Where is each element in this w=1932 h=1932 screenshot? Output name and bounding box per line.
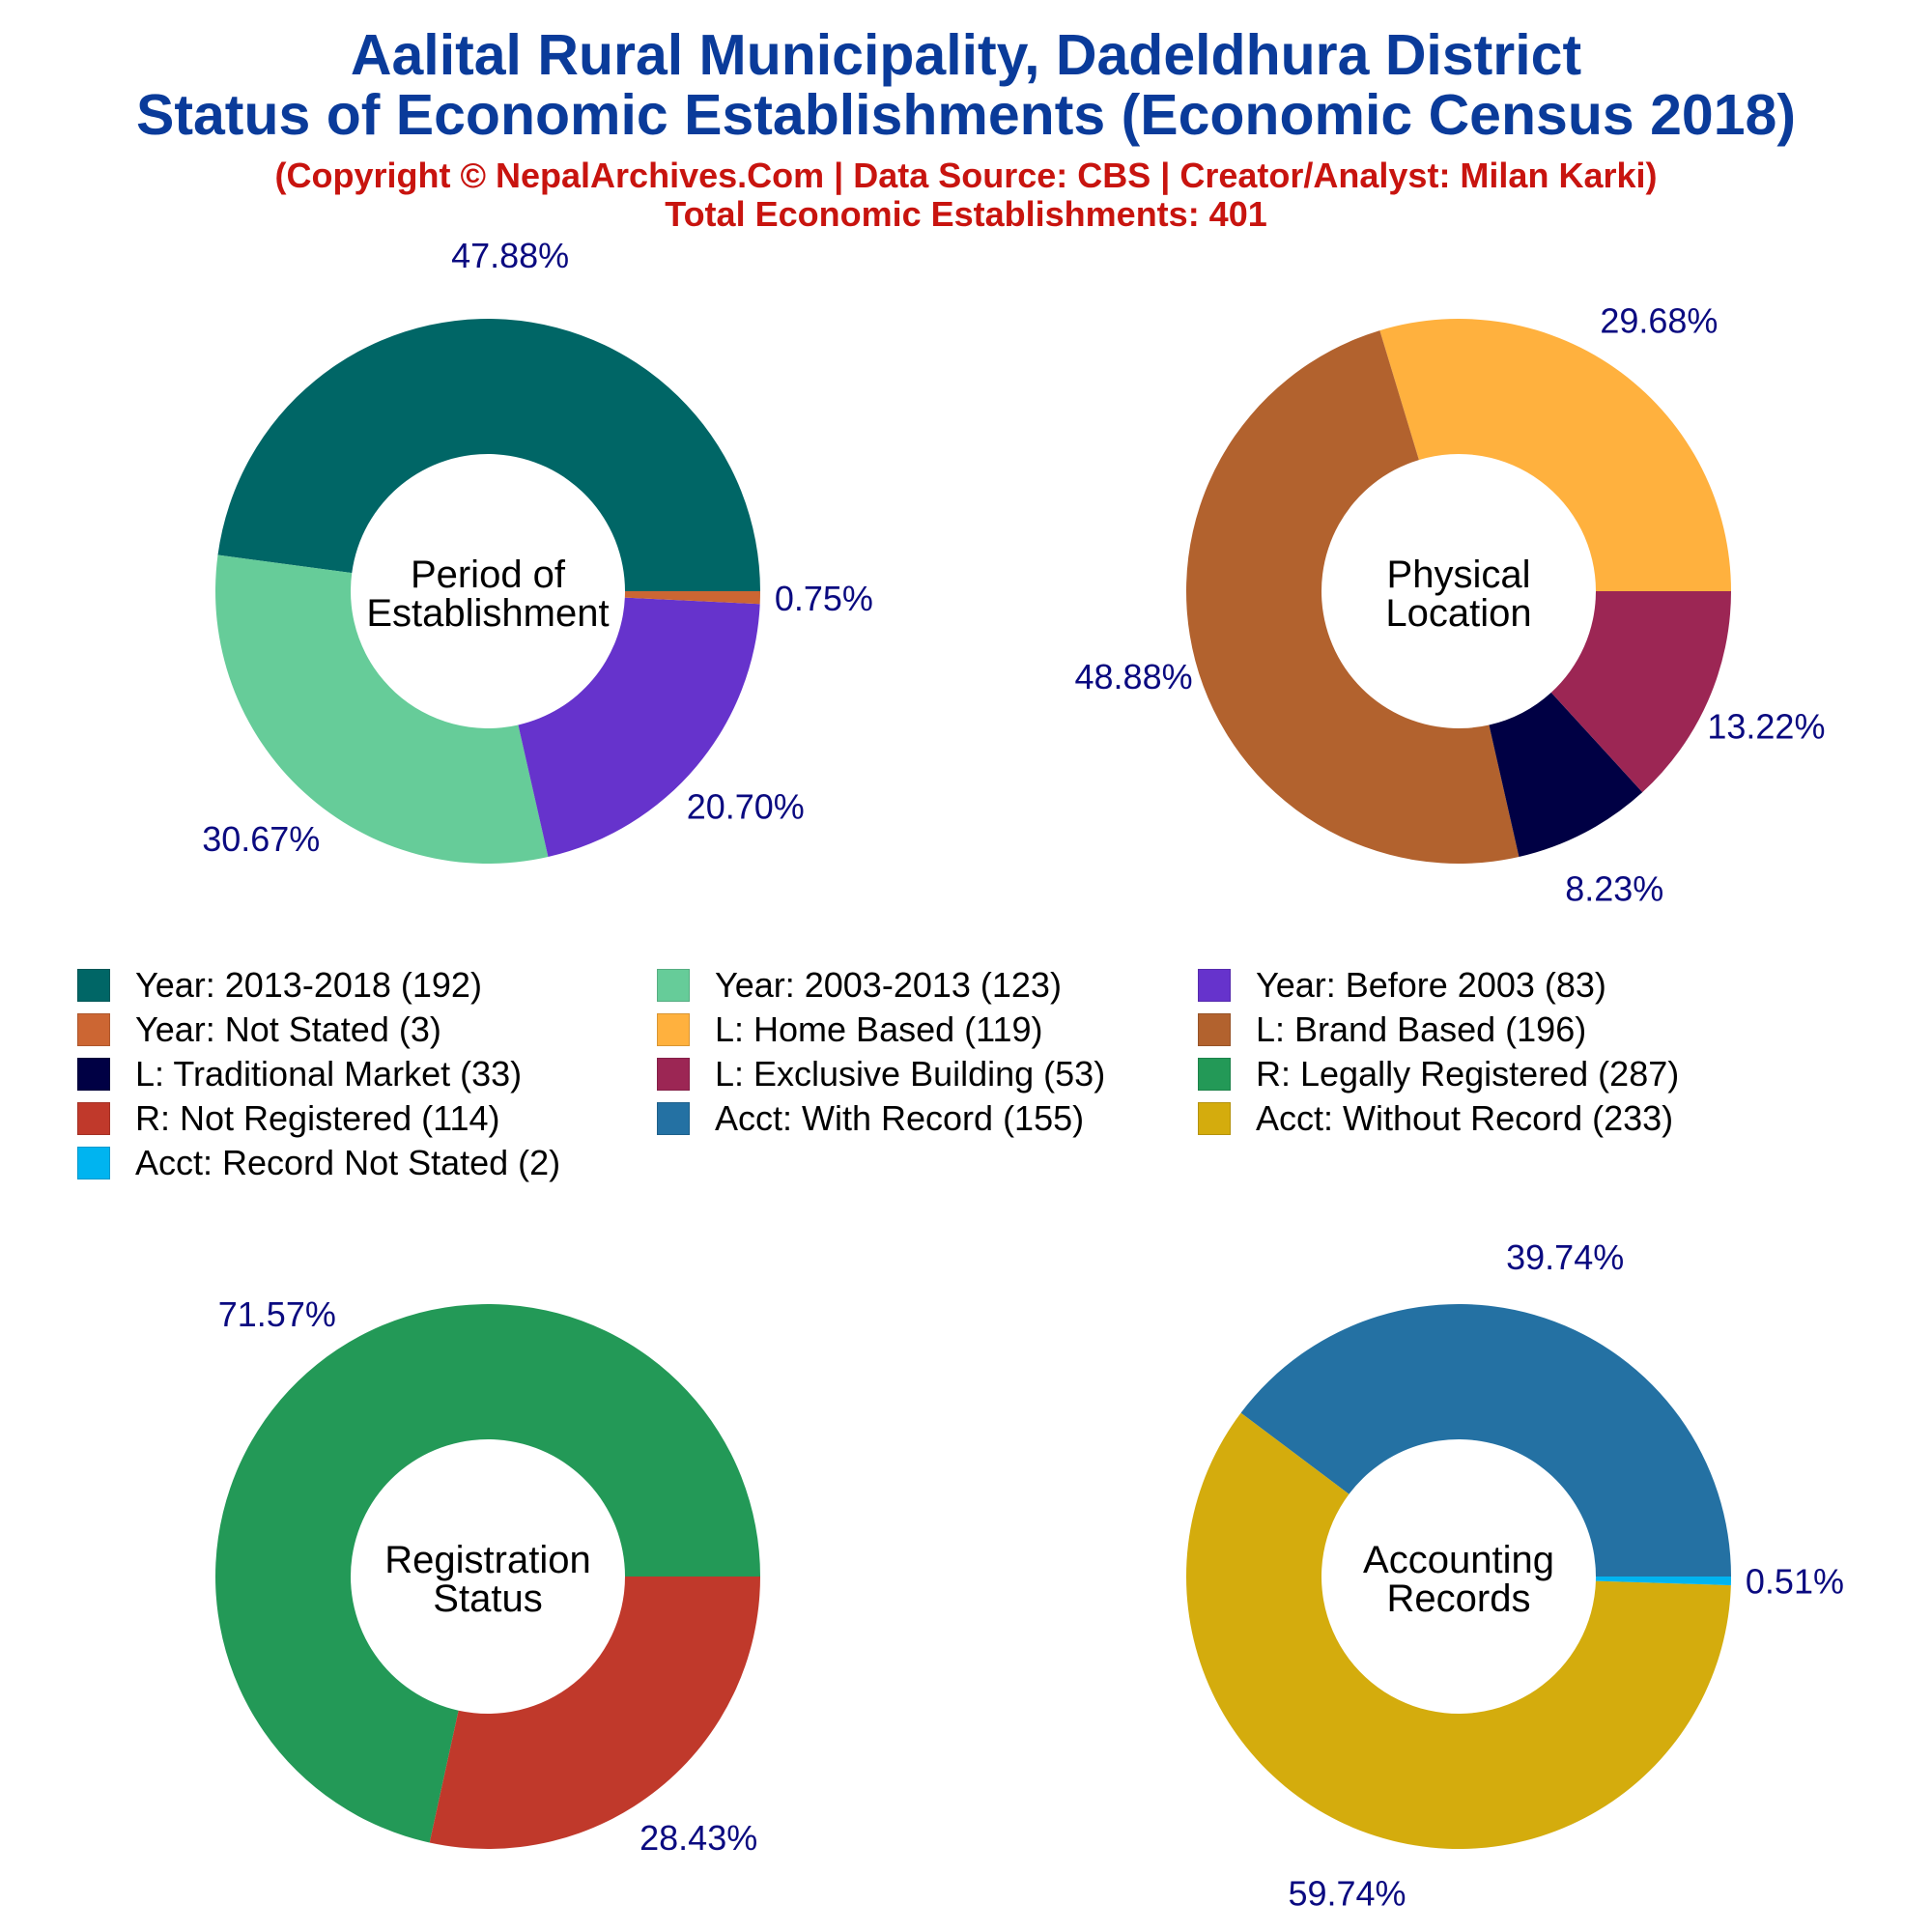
legend-label: L: Home Based (119) xyxy=(715,1009,1043,1049)
legend-swatch xyxy=(1198,969,1231,1002)
legend-swatch xyxy=(1198,1058,1231,1091)
donut-center-label: Accounting xyxy=(1363,1539,1554,1581)
slice-percent-label: 39.74% xyxy=(1506,1237,1624,1277)
legend-label: Acct: Without Record (233) xyxy=(1256,1098,1674,1138)
slice-percent-label: 29.68% xyxy=(1600,301,1718,341)
legend-label: L: Brand Based (196) xyxy=(1256,1009,1587,1049)
slice-percent-label: 30.67% xyxy=(202,819,320,859)
legend-swatch xyxy=(77,1102,110,1135)
legend-label: L: Traditional Market (33) xyxy=(135,1054,523,1094)
slice-percent-label: 13.22% xyxy=(1707,706,1825,746)
donut-slice xyxy=(1489,692,1643,857)
donut-slice xyxy=(1185,1412,1731,1849)
chart-subtitle-line2: Total Economic Establishments: 401 xyxy=(665,194,1267,234)
slice-percent-label: 48.88% xyxy=(1075,657,1193,696)
legend-label: R: Legally Registered (287) xyxy=(1256,1054,1680,1094)
legend-swatch xyxy=(657,1102,690,1135)
donut-slice xyxy=(215,554,549,865)
legend-item: L: Traditional Market (33) xyxy=(77,1053,522,1095)
legend-item: Year: Before 2003 (83) xyxy=(1198,964,1606,1007)
legend-swatch xyxy=(77,969,110,1002)
chart-title-line2: Status of Economic Establishments (Econo… xyxy=(135,83,1796,147)
legend-label: Acct: With Record (155) xyxy=(715,1098,1085,1138)
legend-label: L: Exclusive Building (53) xyxy=(715,1054,1106,1094)
donut-center-label: Establishment xyxy=(366,592,609,635)
legend-item: Year: 2013-2018 (192) xyxy=(77,964,482,1007)
legend-item: R: Not Registered (114) xyxy=(77,1097,500,1140)
slice-percent-label: 28.43% xyxy=(639,1818,757,1858)
chart-subtitle-line1: (Copyright © NepalArchives.Com | Data So… xyxy=(274,156,1658,195)
slice-percent-label: 71.57% xyxy=(218,1294,336,1334)
legend-swatch xyxy=(657,1013,690,1046)
donut-slice xyxy=(518,597,760,857)
donut-center-label: Registration xyxy=(384,1539,590,1581)
legend-item: Acct: Record Not Stated (2) xyxy=(77,1142,560,1184)
legend-item: L: Exclusive Building (53) xyxy=(657,1053,1105,1095)
legend-label: Year: Before 2003 (83) xyxy=(1256,965,1606,1005)
donut-center-label: Status xyxy=(433,1577,542,1620)
donut-slice xyxy=(1185,330,1520,865)
slice-percent-label: 47.88% xyxy=(451,236,569,275)
legend-item: L: Home Based (119) xyxy=(657,1009,1043,1051)
donut-center-label: Records xyxy=(1387,1577,1531,1620)
donut-period-of-establishment: 47.88% 30.67% 20.70% 0.75% Period ofEstablis… xyxy=(202,236,873,865)
donut-slice xyxy=(1550,591,1731,793)
legend-swatch xyxy=(1198,1102,1231,1135)
slice-percent-label: 0.51% xyxy=(1746,1562,1844,1602)
legend-item: Year: 2003-2013 (123) xyxy=(657,964,1062,1007)
legend-label: Year: Not Stated (3) xyxy=(135,1009,441,1049)
legend-item: R: Legally Registered (287) xyxy=(1198,1053,1679,1095)
donut-slice xyxy=(429,1577,760,1849)
chart-title-line1: Aalital Rural Municipality, Dadeldhura D… xyxy=(350,23,1582,87)
donut-center-label: Period of xyxy=(411,554,566,596)
legend-swatch xyxy=(77,1013,110,1046)
slice-percent-label: 59.74% xyxy=(1288,1873,1406,1913)
legend-item: Acct: With Record (155) xyxy=(657,1097,1084,1140)
legend-item: Year: Not Stated (3) xyxy=(77,1009,441,1051)
legend-swatch xyxy=(77,1058,110,1091)
donut-slice xyxy=(1240,1304,1731,1577)
legend-swatch xyxy=(77,1147,110,1179)
legend-item: Acct: Without Record (233) xyxy=(1198,1097,1673,1140)
donut-center-label: Location xyxy=(1385,592,1531,635)
slice-percent-label: 0.75% xyxy=(775,579,873,618)
donut-slice xyxy=(214,1304,761,1843)
donut-slice xyxy=(1595,1577,1731,1586)
donut-slice xyxy=(624,591,760,605)
legend-label: Year: 2013-2018 (192) xyxy=(135,965,482,1005)
legend-item: L: Brand Based (196) xyxy=(1198,1009,1586,1051)
legend-swatch xyxy=(1198,1013,1231,1046)
legend-label: R: Not Registered (114) xyxy=(135,1098,500,1138)
legend-label: Year: 2003-2013 (123) xyxy=(715,965,1062,1005)
legend-label: Acct: Record Not Stated (2) xyxy=(135,1143,561,1182)
donut-center-label: Physical xyxy=(1387,554,1531,596)
legend-swatch xyxy=(657,969,690,1002)
slice-percent-label: 8.23% xyxy=(1565,868,1663,908)
donut-slice xyxy=(1379,319,1731,591)
donut-slice xyxy=(217,319,761,591)
legend-swatch xyxy=(657,1058,690,1091)
slice-percent-label: 20.70% xyxy=(687,786,805,826)
